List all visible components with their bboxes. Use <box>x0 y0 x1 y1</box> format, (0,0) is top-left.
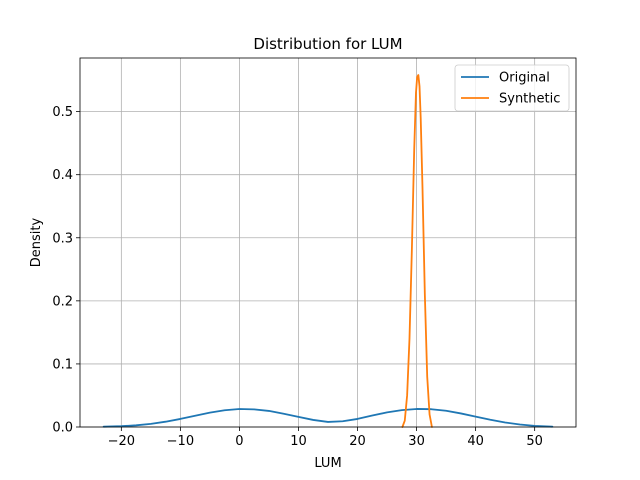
x-tick-label: −20 <box>108 434 135 449</box>
y-tick-label: 0.0 <box>52 421 73 436</box>
x-tick-label: 20 <box>349 434 366 449</box>
series-line-original <box>102 408 554 428</box>
chart-title: Distribution for LUM <box>253 35 402 53</box>
legend: Original Synthetic <box>454 64 570 112</box>
y-tick-label: 0.5 <box>52 105 73 120</box>
plot-frame <box>79 57 577 428</box>
legend-label-synthetic: Synthetic <box>499 92 560 107</box>
x-tick-label: 40 <box>467 434 484 449</box>
x-axis-title: LUM <box>314 456 341 471</box>
y-tick-label: 0.2 <box>52 294 73 309</box>
y-tick-label: 0.4 <box>52 168 73 183</box>
ticks: −20 −10 0 10 20 30 40 50 0.0 0.1 0.2 0.3 0.4 0.5 <box>52 105 543 449</box>
series-line-synthetic <box>401 74 433 428</box>
x-tick-label: 0 <box>235 434 243 449</box>
series-layer <box>102 74 554 428</box>
y-tick-label: 0.3 <box>52 231 73 246</box>
y-axis-title: Density <box>29 217 44 267</box>
y-tick-label: 0.1 <box>52 357 73 372</box>
x-tick-label: 10 <box>290 434 307 449</box>
x-tick-label: 30 <box>408 434 425 449</box>
x-tick-label: 50 <box>526 434 543 449</box>
legend-label-original: Original <box>499 71 550 86</box>
x-tick-label: −10 <box>167 434 194 449</box>
